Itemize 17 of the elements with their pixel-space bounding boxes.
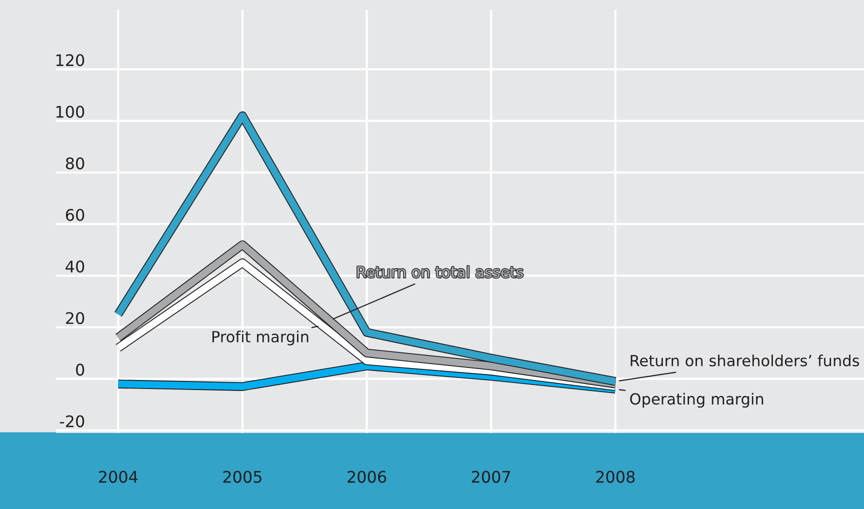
y-tick-label: 20 (66, 312, 84, 324)
x-tick-label: 2005 (223, 470, 262, 483)
x-tick-label: 2007 (472, 470, 510, 483)
y-tick-label: -20 (60, 415, 84, 428)
x-tick-label: 2008 (596, 470, 635, 483)
series-label: Profit margin (212, 330, 308, 346)
y-tick-label: 100 (56, 106, 84, 118)
series-label: Operating margin (630, 392, 764, 408)
series-label: Return on shareholders’ funds (630, 354, 860, 366)
x-tick-label: 2006 (348, 470, 386, 483)
y-tick-label: 0 (76, 364, 84, 376)
y-tick-label: 120 (56, 54, 84, 66)
y-tick-label: 60 (66, 208, 84, 221)
y-tick-label: 80 (66, 157, 84, 170)
x-tick-label: 2004 (99, 470, 138, 483)
y-tick-label: 40 (66, 260, 84, 273)
text: Return on total assets (357, 266, 523, 278)
